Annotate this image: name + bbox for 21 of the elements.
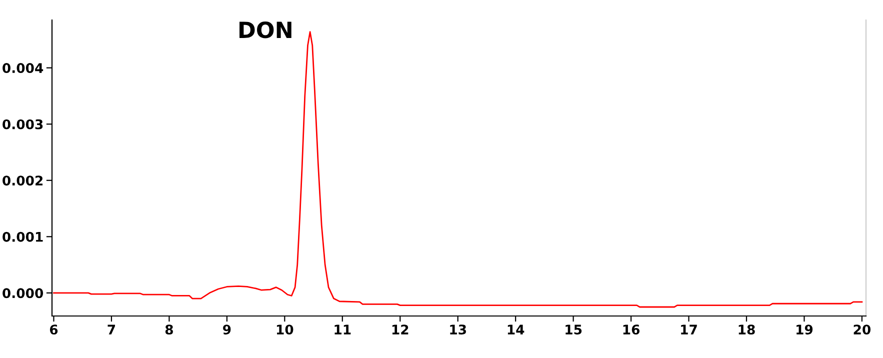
y-tick-label: 0.003 [2, 119, 43, 130]
x-tick-label: 17 [681, 324, 697, 334]
x-tick-label: 15 [566, 324, 582, 335]
x-tick-label: 7 [108, 324, 116, 334]
x-tick-label: 6 [50, 324, 58, 335]
x-tick-label: 18 [738, 324, 755, 335]
x-tick-label: 19 [796, 324, 813, 335]
x-tick-label: 13 [450, 324, 466, 335]
x-tick-label: 9 [223, 324, 231, 335]
x-tick-label: 8 [165, 324, 173, 335]
y-tick-label: 0.002 [2, 176, 43, 186]
y-tick-label: 0.000 [2, 288, 44, 298]
x-tick-label: 16 [623, 324, 640, 335]
x-tick-label: 14 [508, 324, 524, 334]
x-tick-label: 20 [854, 324, 871, 335]
x-tick-label: 12 [392, 324, 408, 334]
y-tick-label: 0.004 [2, 63, 44, 74]
x-tick-label: 10 [276, 324, 294, 335]
y-tick-label: 0.001 [2, 232, 43, 242]
x-tick-label: 11 [334, 324, 351, 334]
annotation: DON [239, 21, 292, 38]
